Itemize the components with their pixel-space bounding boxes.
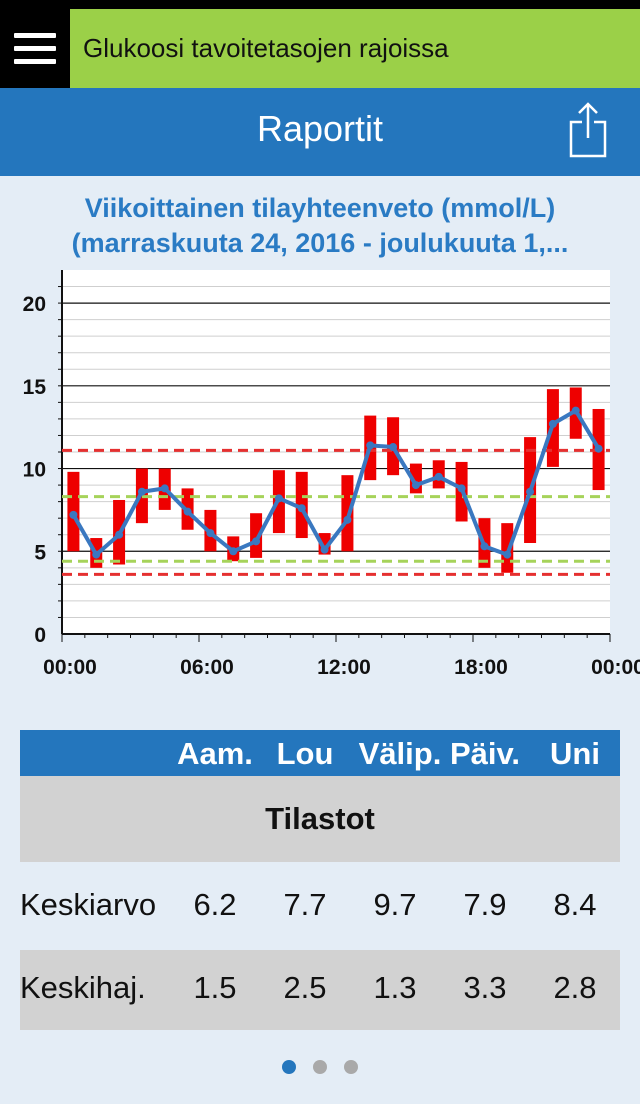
range-bar	[250, 513, 263, 558]
glucose-status-text: Glukoosi tavoitetasojen rajoissa	[83, 33, 449, 63]
y-tick-label: 5	[34, 541, 46, 564]
section-title: Tilastot	[265, 801, 375, 836]
column-header: Aam.	[177, 736, 253, 771]
glucose-status-banner[interactable]: Glukoosi tavoitetasojen rajoissa	[70, 9, 640, 88]
weekly-glucose-chart: 0 5 10 15 20 00:00 06:00 12:00 18:00 00:00	[23, 270, 640, 679]
x-tick-label: 00:00	[43, 656, 97, 679]
mean-point	[571, 406, 580, 415]
mean-point	[457, 484, 466, 493]
table-cell: 2.5	[283, 970, 327, 1005]
mean-point	[115, 530, 124, 539]
page-title: Raportit	[256, 108, 384, 149]
mean-point	[160, 484, 169, 493]
table-cell: 7.9	[463, 887, 507, 922]
mean-point	[411, 481, 420, 490]
row-label: Keskiarvo	[20, 887, 157, 922]
status-bar	[0, 0, 640, 9]
table-cell: 1.5	[193, 970, 237, 1005]
mean-point	[297, 504, 306, 513]
x-tick-label: 12:00	[317, 656, 371, 679]
x-tick-label: 00:00	[591, 656, 640, 679]
mean-point	[320, 545, 329, 554]
table-cell: 8.4	[553, 887, 597, 922]
mean-point	[389, 443, 398, 452]
mean-point	[480, 542, 489, 551]
column-header: Lou	[276, 736, 334, 771]
page-indicator[interactable]	[280, 1060, 360, 1074]
table-cell: 6.2	[193, 887, 237, 922]
section-title-row: Tilastot	[20, 776, 620, 862]
page-header: Raportit	[0, 88, 640, 176]
mean-point	[343, 515, 352, 524]
mean-point	[274, 494, 283, 503]
table-cell: 1.3	[373, 970, 417, 1005]
table-header: Aam. Lou Välip. Päiv. Uni	[20, 730, 620, 776]
table-cell: 2.8	[553, 970, 597, 1005]
page-dot-1[interactable]	[282, 1060, 296, 1074]
mean-point	[69, 510, 78, 519]
chart-subtitle-date-range: (marraskuuta 24, 2016 - joulukuuta 1,...	[71, 228, 569, 258]
mean-point	[503, 550, 512, 559]
table-row: Keskihaj. 1.5 2.5 1.3 3.3 2.8	[20, 950, 620, 1030]
top-bar: Glukoosi tavoitetasojen rajoissa	[0, 9, 640, 88]
page-dot-3[interactable]	[344, 1060, 358, 1074]
mean-point	[366, 441, 375, 450]
column-header: Uni	[550, 736, 600, 771]
column-header: Välip.	[358, 736, 442, 771]
mean-point	[183, 507, 192, 516]
column-header: Päiv.	[449, 736, 521, 771]
y-tick-label: 20	[23, 293, 46, 316]
mean-point	[526, 487, 535, 496]
share-icon[interactable]	[568, 102, 608, 158]
chart-title: Viikoittainen tilayhteenveto (mmol/L)	[84, 193, 556, 223]
y-tick-label: 0	[34, 624, 46, 647]
y-tick-label: 10	[23, 459, 46, 482]
table-cell: 7.7	[283, 887, 327, 922]
mean-point	[594, 444, 603, 453]
table-cell: 9.7	[373, 887, 417, 922]
mean-point	[229, 547, 238, 556]
mean-point	[92, 550, 101, 559]
x-tick-label: 18:00	[454, 656, 508, 679]
page-dot-2[interactable]	[313, 1060, 327, 1074]
x-tick-label: 06:00	[180, 656, 234, 679]
mean-point	[137, 487, 146, 496]
hamburger-menu-icon[interactable]	[0, 9, 70, 88]
mean-point	[252, 537, 261, 546]
table-row: Keskiarvo 6.2 7.7 9.7 7.9 8.4	[20, 867, 620, 947]
mean-point	[548, 419, 557, 428]
row-label: Keskihaj.	[20, 970, 146, 1005]
mean-point	[434, 472, 443, 481]
table-cell: 3.3	[463, 970, 507, 1005]
y-tick-label: 15	[23, 376, 47, 399]
mean-point	[206, 529, 215, 538]
